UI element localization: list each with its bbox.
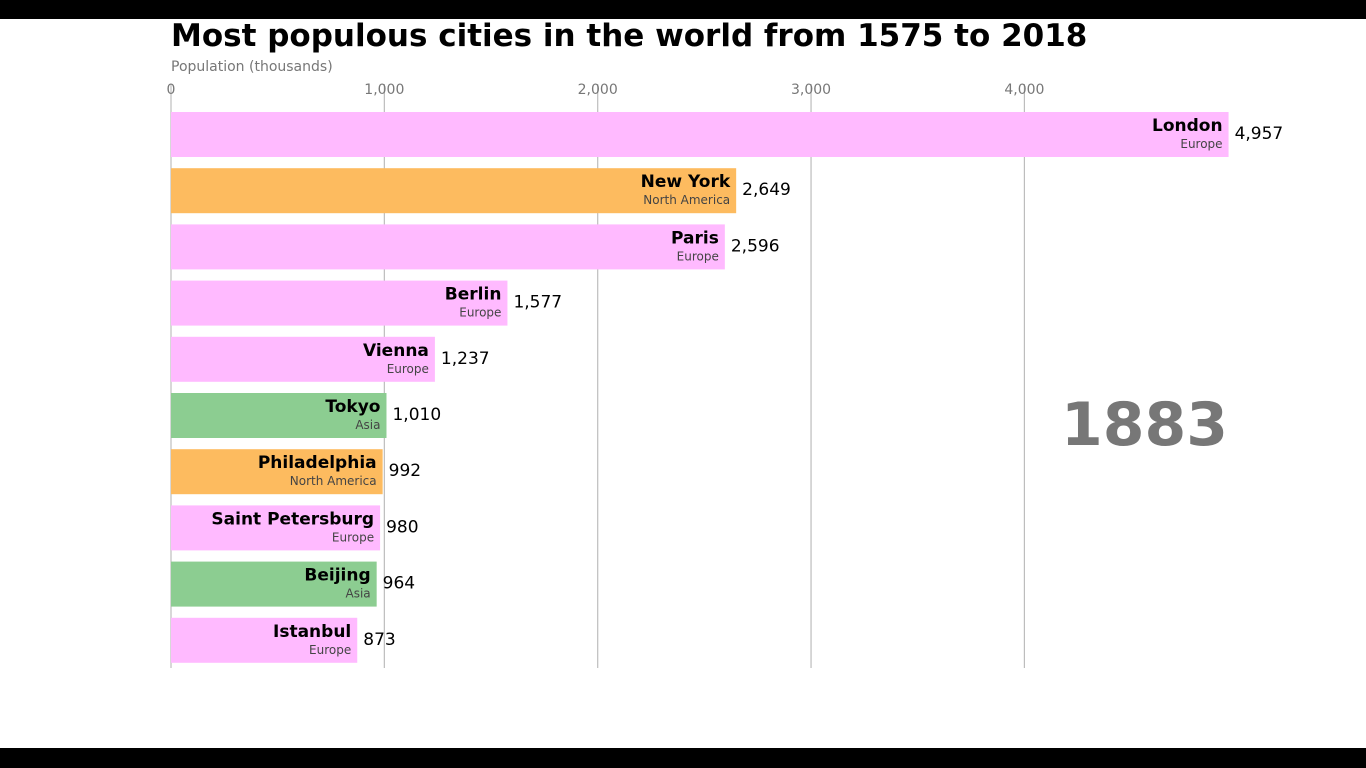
year-label: 1883	[1061, 390, 1228, 460]
bar-value-label: 980	[386, 517, 418, 537]
chart-title: Most populous cities in the world from 1…	[171, 18, 1088, 54]
bar	[171, 224, 725, 270]
bar	[171, 561, 377, 607]
bar	[171, 617, 358, 663]
bar-city-label: New York	[641, 172, 731, 192]
bar-value-label: 992	[389, 461, 421, 481]
letterbox-bottom	[0, 748, 1366, 768]
bar-region-label: Europe	[1180, 137, 1222, 151]
x-tick-label: 3,000	[791, 82, 831, 98]
bar-region-label: Europe	[677, 249, 719, 263]
bar-city-label: Beijing	[304, 566, 370, 586]
bar	[171, 112, 1229, 157]
bar	[171, 449, 383, 495]
bar-city-label: Paris	[671, 228, 719, 248]
bar-value-label: 1,237	[441, 349, 490, 369]
bar-region-label: Asia	[346, 587, 371, 601]
chart-canvas: Most populous cities in the world from 1…	[0, 19, 1366, 748]
bar-city-label: London	[1152, 116, 1223, 136]
bar	[171, 505, 381, 551]
bar-value-label: 964	[383, 574, 415, 594]
bar-city-label: Tokyo	[325, 397, 380, 417]
bar	[171, 393, 387, 438]
bar-region-label: Europe	[332, 530, 374, 544]
bar	[171, 168, 737, 214]
x-tick-label: 4,000	[1004, 82, 1044, 98]
bar-value-label: 1,010	[392, 405, 441, 425]
bar-region-label: Europe	[387, 362, 429, 376]
bar-region-label: Europe	[459, 306, 501, 320]
bar-value-label: 1,577	[513, 293, 562, 313]
bar	[171, 336, 435, 382]
bar-value-label: 2,649	[742, 180, 791, 200]
bar-region-label: North America	[290, 474, 377, 488]
x-tick-label: 0	[167, 82, 176, 98]
bar-city-label: Philadelphia	[258, 453, 377, 473]
bar-value-label: 873	[363, 630, 395, 650]
bar-value-label: 2,596	[731, 236, 780, 256]
bar-city-label: Istanbul	[273, 622, 351, 642]
letterbox-top	[0, 0, 1366, 19]
bar-city-label: Saint Petersburg	[211, 509, 374, 529]
bar-city-label: Berlin	[445, 285, 502, 305]
bar	[171, 280, 508, 326]
x-tick-label: 2,000	[578, 82, 618, 98]
bar-region-label: Asia	[355, 418, 380, 432]
x-tick-label: 1,000	[364, 82, 404, 98]
bar-region-label: North America	[643, 193, 730, 207]
bar-value-label: 4,957	[1235, 124, 1284, 144]
bar-city-label: Vienna	[363, 341, 429, 361]
bar-region-label: Europe	[309, 643, 351, 657]
x-axis-label: Population (thousands)	[171, 59, 333, 75]
